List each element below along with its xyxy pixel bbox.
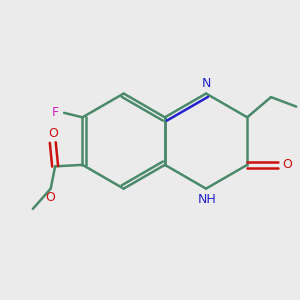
Text: N: N [201,77,211,90]
Text: O: O [282,158,292,171]
Text: O: O [45,191,55,204]
Text: NH: NH [198,194,217,206]
Text: O: O [49,127,58,140]
Text: F: F [52,106,59,119]
